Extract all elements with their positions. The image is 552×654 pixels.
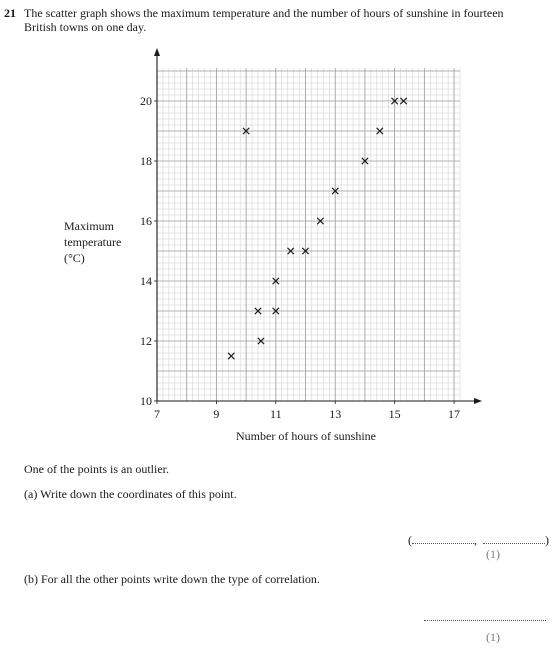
data-point-stroke bbox=[257, 337, 265, 345]
data-point bbox=[257, 337, 265, 345]
x-tick-label: 17 bbox=[448, 407, 460, 421]
data-point bbox=[316, 217, 324, 225]
x-tick-label: 11 bbox=[270, 407, 282, 421]
y-axis-label: Maximum temperature (°C) bbox=[64, 218, 121, 266]
y-axis-arrow bbox=[154, 48, 160, 56]
y-tick-label: 16 bbox=[140, 214, 152, 228]
part-b-answer-line[interactable] bbox=[424, 620, 546, 621]
x-axis-arrow bbox=[474, 398, 482, 404]
y-axis-label-line-1: Maximum bbox=[64, 219, 114, 233]
data-point bbox=[361, 157, 369, 165]
x-axis-label: Number of hours of sunshine bbox=[236, 429, 376, 443]
data-point-stroke bbox=[361, 157, 369, 165]
x-tick-label: 7 bbox=[154, 407, 160, 421]
tick-labels: 7 9 11 13 15 17 10 12 14 16 18 20 bbox=[140, 94, 460, 421]
data-point-stroke bbox=[391, 97, 399, 105]
data-point-stroke bbox=[227, 352, 235, 360]
data-point bbox=[301, 247, 310, 255]
data-point-stroke bbox=[254, 307, 262, 315]
part-b-marks: (1) bbox=[486, 630, 500, 644]
data-point bbox=[254, 307, 262, 315]
data-point-stroke bbox=[331, 187, 339, 195]
x-tick-label: 13 bbox=[329, 407, 341, 421]
data-point-stroke bbox=[272, 307, 280, 315]
data-point bbox=[227, 352, 235, 360]
data-point bbox=[391, 97, 399, 105]
part-a-y-input[interactable] bbox=[483, 533, 545, 544]
data-point-stroke bbox=[399, 97, 408, 105]
data-point-stroke bbox=[316, 217, 324, 225]
data-point-stroke bbox=[242, 127, 250, 135]
y-tick-label: 14 bbox=[140, 274, 152, 288]
part-a-answer[interactable]: (,) bbox=[408, 533, 549, 548]
y-tick-label: 20 bbox=[140, 94, 152, 108]
grid-major bbox=[156, 68, 460, 402]
y-tick-label: 18 bbox=[140, 154, 152, 168]
part-a-text: (a) Write down the coordinates of this p… bbox=[24, 487, 237, 501]
x-tick-label: 15 bbox=[389, 407, 401, 421]
outlier-intro: One of the points is an outlier. bbox=[24, 462, 169, 476]
part-a-x-input[interactable] bbox=[412, 533, 474, 544]
data-point bbox=[331, 187, 339, 195]
data-point bbox=[399, 97, 408, 105]
data-point-stroke bbox=[376, 127, 384, 135]
part-a-open-paren: ( bbox=[408, 533, 412, 547]
axes bbox=[154, 48, 482, 404]
y-tick-label: 12 bbox=[140, 334, 152, 348]
data-points bbox=[227, 97, 408, 360]
y-tick-label: 10 bbox=[140, 394, 152, 408]
y-axis-label-line-2: temperature bbox=[64, 235, 122, 249]
part-b-text: (b) For all the other points write down … bbox=[24, 572, 320, 586]
data-point bbox=[272, 277, 280, 285]
data-point bbox=[242, 127, 250, 135]
data-point-stroke bbox=[272, 277, 280, 285]
y-axis-label-line-3: (°C) bbox=[64, 251, 85, 265]
data-point bbox=[287, 247, 295, 255]
part-a-comma: , bbox=[474, 533, 477, 547]
data-point bbox=[272, 307, 280, 315]
grid-minor bbox=[157, 68, 461, 401]
question-number: 21 bbox=[4, 6, 16, 20]
part-a-marks: (1) bbox=[486, 547, 500, 561]
x-tick-label: 9 bbox=[213, 407, 219, 421]
question-text: The scatter graph shows the maximum temp… bbox=[24, 6, 504, 34]
data-point bbox=[376, 127, 384, 135]
data-point-stroke bbox=[301, 247, 310, 255]
part-a-close-paren: ) bbox=[545, 533, 549, 547]
data-point-stroke bbox=[287, 247, 295, 255]
scatter-graph: 7 9 11 13 15 17 10 12 14 16 18 20 Number of hours o… bbox=[140, 48, 482, 443]
